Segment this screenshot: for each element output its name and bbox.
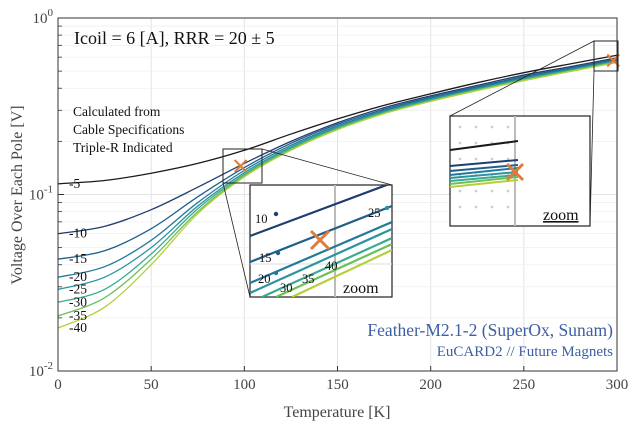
zoom-inset-left: 10 15 20 25 30 35 40 zoom <box>249 184 393 298</box>
zoom-grid-dot <box>506 189 510 193</box>
y-tick-label: 10-1 <box>29 184 53 204</box>
zoom-inset-right: zoom <box>449 115 591 227</box>
series-line <box>58 54 617 185</box>
zoom-grid-dot <box>474 141 478 145</box>
zoom-grid-dot <box>474 205 478 209</box>
zoom-series-line <box>250 185 390 238</box>
series-label: -25 <box>69 281 87 296</box>
x-axis-label: Temperature [K] <box>284 404 391 421</box>
zoom-series-line <box>250 204 392 264</box>
y-axis-ticks: 100 10-1 10-2 <box>29 7 64 380</box>
zoom-point <box>384 205 390 211</box>
y-axis-label: Voltage Over Each Pole [V] <box>9 105 26 284</box>
zoom-point <box>275 250 281 256</box>
series-line <box>58 58 617 260</box>
zoom-connector <box>222 182 251 298</box>
zoom-point <box>273 211 279 217</box>
zoom-series-line <box>450 179 519 188</box>
zoom-series-line <box>275 242 392 297</box>
calc-annotation-line1: Calculated from <box>73 104 161 119</box>
series-label: -35 <box>69 308 87 323</box>
zoom-series-label: 20 <box>258 272 271 286</box>
zoom-connector <box>261 148 393 186</box>
zoom-source-box-right <box>593 40 619 72</box>
zoom-series-label: 30 <box>280 281 293 295</box>
zoom-grid-dot <box>474 157 478 161</box>
zoom-label: zoom <box>343 280 379 297</box>
zoom-grid-dot <box>506 205 510 209</box>
zoom-grid-dot <box>458 125 462 129</box>
zoom-series-line <box>250 220 392 285</box>
zoom-label: zoom <box>543 207 579 224</box>
series-line <box>58 61 617 329</box>
series-label: -5 <box>69 176 80 191</box>
x-tick-label: 300 <box>606 377 629 393</box>
zoom-series-line <box>450 174 519 182</box>
series-label: -40 <box>69 320 87 335</box>
series-label: -10 <box>69 226 87 241</box>
zoom-series-line <box>450 176 519 185</box>
zoom-grid-dot <box>490 205 494 209</box>
zoom-grid-dot <box>490 157 494 161</box>
y-tick-label: 10-2 <box>29 360 53 380</box>
zoom-marker-cross <box>309 229 331 251</box>
series-line <box>58 60 617 303</box>
zoom-series-label: 10 <box>255 212 268 226</box>
zoom-grid-dot <box>490 125 494 129</box>
curve-labels: -5 -10 -15 -20-25-30-35-40 <box>69 176 87 335</box>
footer-subtitle: EuCARD2 // Future Magnets <box>437 344 613 360</box>
zoom-connector <box>589 70 595 227</box>
zoom-grid-dot <box>506 125 510 129</box>
zoom-series-line <box>450 164 519 172</box>
footer-title: Feather-M2.1-2 (SuperOx, Sunam) <box>367 320 613 340</box>
calc-annotation-line2: Cable Specifications <box>73 122 184 137</box>
zoom-grid-dot <box>458 157 462 161</box>
zoom-grid-dot <box>490 189 494 193</box>
zoom-series-line <box>291 249 392 297</box>
x-tick-label: 150 <box>326 377 349 393</box>
series-label: -15 <box>69 251 87 266</box>
zoom-connector <box>449 40 595 117</box>
series-line <box>58 60 617 291</box>
zoom-point <box>273 270 279 276</box>
zoom-series-label: 35 <box>302 272 315 286</box>
zoom-series-line <box>250 227 392 295</box>
zoom-grid-dot <box>506 157 510 161</box>
x-tick-label: 250 <box>513 377 536 393</box>
zoom-grid-dot <box>458 205 462 209</box>
series-label: -20 <box>69 269 87 284</box>
coil-annotation: Icoil = 6 [A], RRR = 20 ± 5 <box>74 28 275 48</box>
marker-cross <box>233 159 248 173</box>
zoom-marker-cross <box>505 162 525 182</box>
series-label: -30 <box>69 294 87 309</box>
x-axis-ticks: 0 50 100 150 200 250 300 <box>54 366 628 393</box>
x-tick-label: 100 <box>233 377 256 393</box>
zoom-series-line <box>261 236 392 297</box>
zoom-grid-dot <box>474 125 478 129</box>
series-line <box>58 57 617 235</box>
x-tick-label: 200 <box>419 377 442 393</box>
zoom-grid-dot <box>458 141 462 145</box>
zoom-grid-dot <box>458 189 462 193</box>
zoom-series-line <box>450 159 519 167</box>
x-tick-label: 50 <box>144 377 159 393</box>
calc-annotation-line3: Triple-R Indicated <box>73 140 173 155</box>
zoom-series-label: 25 <box>368 206 381 220</box>
zoom-grid-dot <box>474 189 478 193</box>
zoom-source-box-left <box>222 148 263 184</box>
zoom-series-label: 40 <box>325 259 338 273</box>
x-tick-label: 0 <box>54 377 62 393</box>
y-tick-label: 100 <box>33 7 54 27</box>
zoom-series-label: 15 <box>259 251 272 265</box>
zoom-series-line <box>450 140 519 151</box>
zoom-series-line <box>450 167 519 176</box>
zoom-series-line <box>450 171 519 179</box>
